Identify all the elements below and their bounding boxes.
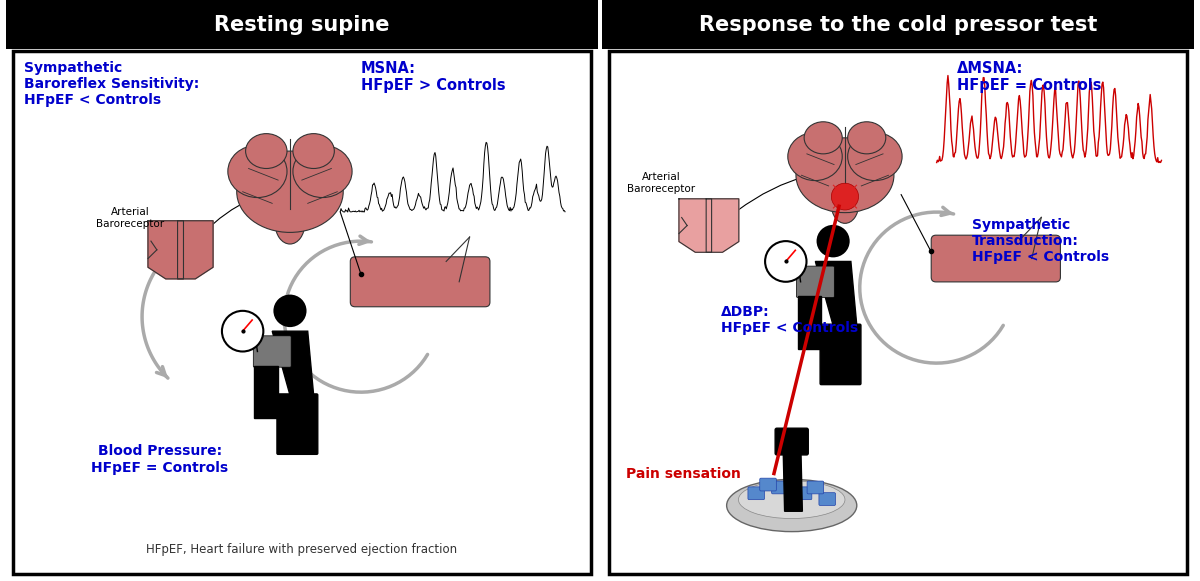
FancyBboxPatch shape bbox=[775, 428, 809, 455]
Text: Blood Pressure:
HFpEF = Controls: Blood Pressure: HFpEF = Controls bbox=[91, 444, 228, 475]
Circle shape bbox=[274, 295, 306, 327]
Text: Sympathetic
Transduction:
HFpEF < Controls: Sympathetic Transduction: HFpEF < Contro… bbox=[972, 218, 1109, 264]
Ellipse shape bbox=[832, 186, 858, 223]
Polygon shape bbox=[178, 221, 214, 279]
Ellipse shape bbox=[228, 145, 287, 198]
Ellipse shape bbox=[293, 134, 335, 168]
Ellipse shape bbox=[275, 203, 305, 244]
Ellipse shape bbox=[727, 479, 857, 532]
FancyBboxPatch shape bbox=[931, 235, 1061, 282]
Ellipse shape bbox=[796, 138, 894, 213]
Ellipse shape bbox=[738, 481, 845, 518]
FancyBboxPatch shape bbox=[818, 493, 835, 505]
Text: Resting supine: Resting supine bbox=[214, 15, 390, 35]
Text: Response to the cold pressor test: Response to the cold pressor test bbox=[700, 15, 1097, 35]
Circle shape bbox=[222, 311, 263, 352]
Bar bbox=[6, 0, 598, 49]
Ellipse shape bbox=[788, 132, 842, 181]
Circle shape bbox=[816, 225, 850, 257]
Circle shape bbox=[832, 183, 858, 210]
Text: ΔMSNA:
HFpEF = Controls: ΔMSNA: HFpEF = Controls bbox=[958, 61, 1102, 94]
Text: Pain sensation: Pain sensation bbox=[626, 467, 740, 480]
Polygon shape bbox=[272, 395, 307, 447]
Ellipse shape bbox=[246, 134, 287, 168]
FancyBboxPatch shape bbox=[808, 481, 823, 494]
FancyBboxPatch shape bbox=[772, 481, 788, 494]
FancyBboxPatch shape bbox=[748, 487, 764, 500]
Text: ΔDBP:
HFpEF < Controls: ΔDBP: HFpEF < Controls bbox=[721, 305, 858, 335]
Polygon shape bbox=[782, 436, 803, 511]
Text: Sympathetic
Baroreflex Sensitivity:
HFpEF < Controls: Sympathetic Baroreflex Sensitivity: HFpE… bbox=[24, 61, 199, 107]
Polygon shape bbox=[815, 261, 857, 325]
Ellipse shape bbox=[804, 122, 842, 154]
Text: Arterial
Baroreceptor: Arterial Baroreceptor bbox=[628, 172, 696, 194]
Ellipse shape bbox=[847, 122, 886, 154]
Polygon shape bbox=[254, 366, 278, 418]
Bar bbox=[602, 0, 1194, 49]
FancyBboxPatch shape bbox=[277, 394, 318, 454]
Polygon shape bbox=[272, 331, 313, 395]
Ellipse shape bbox=[236, 151, 343, 232]
FancyBboxPatch shape bbox=[760, 478, 776, 491]
Text: Arterial
Baroreceptor: Arterial Baroreceptor bbox=[96, 207, 164, 229]
Polygon shape bbox=[679, 199, 712, 252]
Circle shape bbox=[766, 241, 806, 282]
Ellipse shape bbox=[293, 145, 352, 198]
FancyBboxPatch shape bbox=[796, 487, 812, 500]
FancyBboxPatch shape bbox=[350, 257, 490, 307]
Polygon shape bbox=[815, 325, 851, 378]
Text: MSNA:
HFpEF > Controls: MSNA: HFpEF > Controls bbox=[361, 61, 505, 94]
Ellipse shape bbox=[847, 132, 902, 181]
Text: HFpEF, Heart failure with preserved ejection fraction: HFpEF, Heart failure with preserved ejec… bbox=[146, 543, 457, 555]
FancyBboxPatch shape bbox=[820, 324, 860, 385]
Polygon shape bbox=[706, 199, 739, 252]
Polygon shape bbox=[798, 296, 821, 349]
FancyBboxPatch shape bbox=[253, 336, 292, 367]
Polygon shape bbox=[148, 221, 184, 279]
FancyBboxPatch shape bbox=[797, 266, 834, 297]
